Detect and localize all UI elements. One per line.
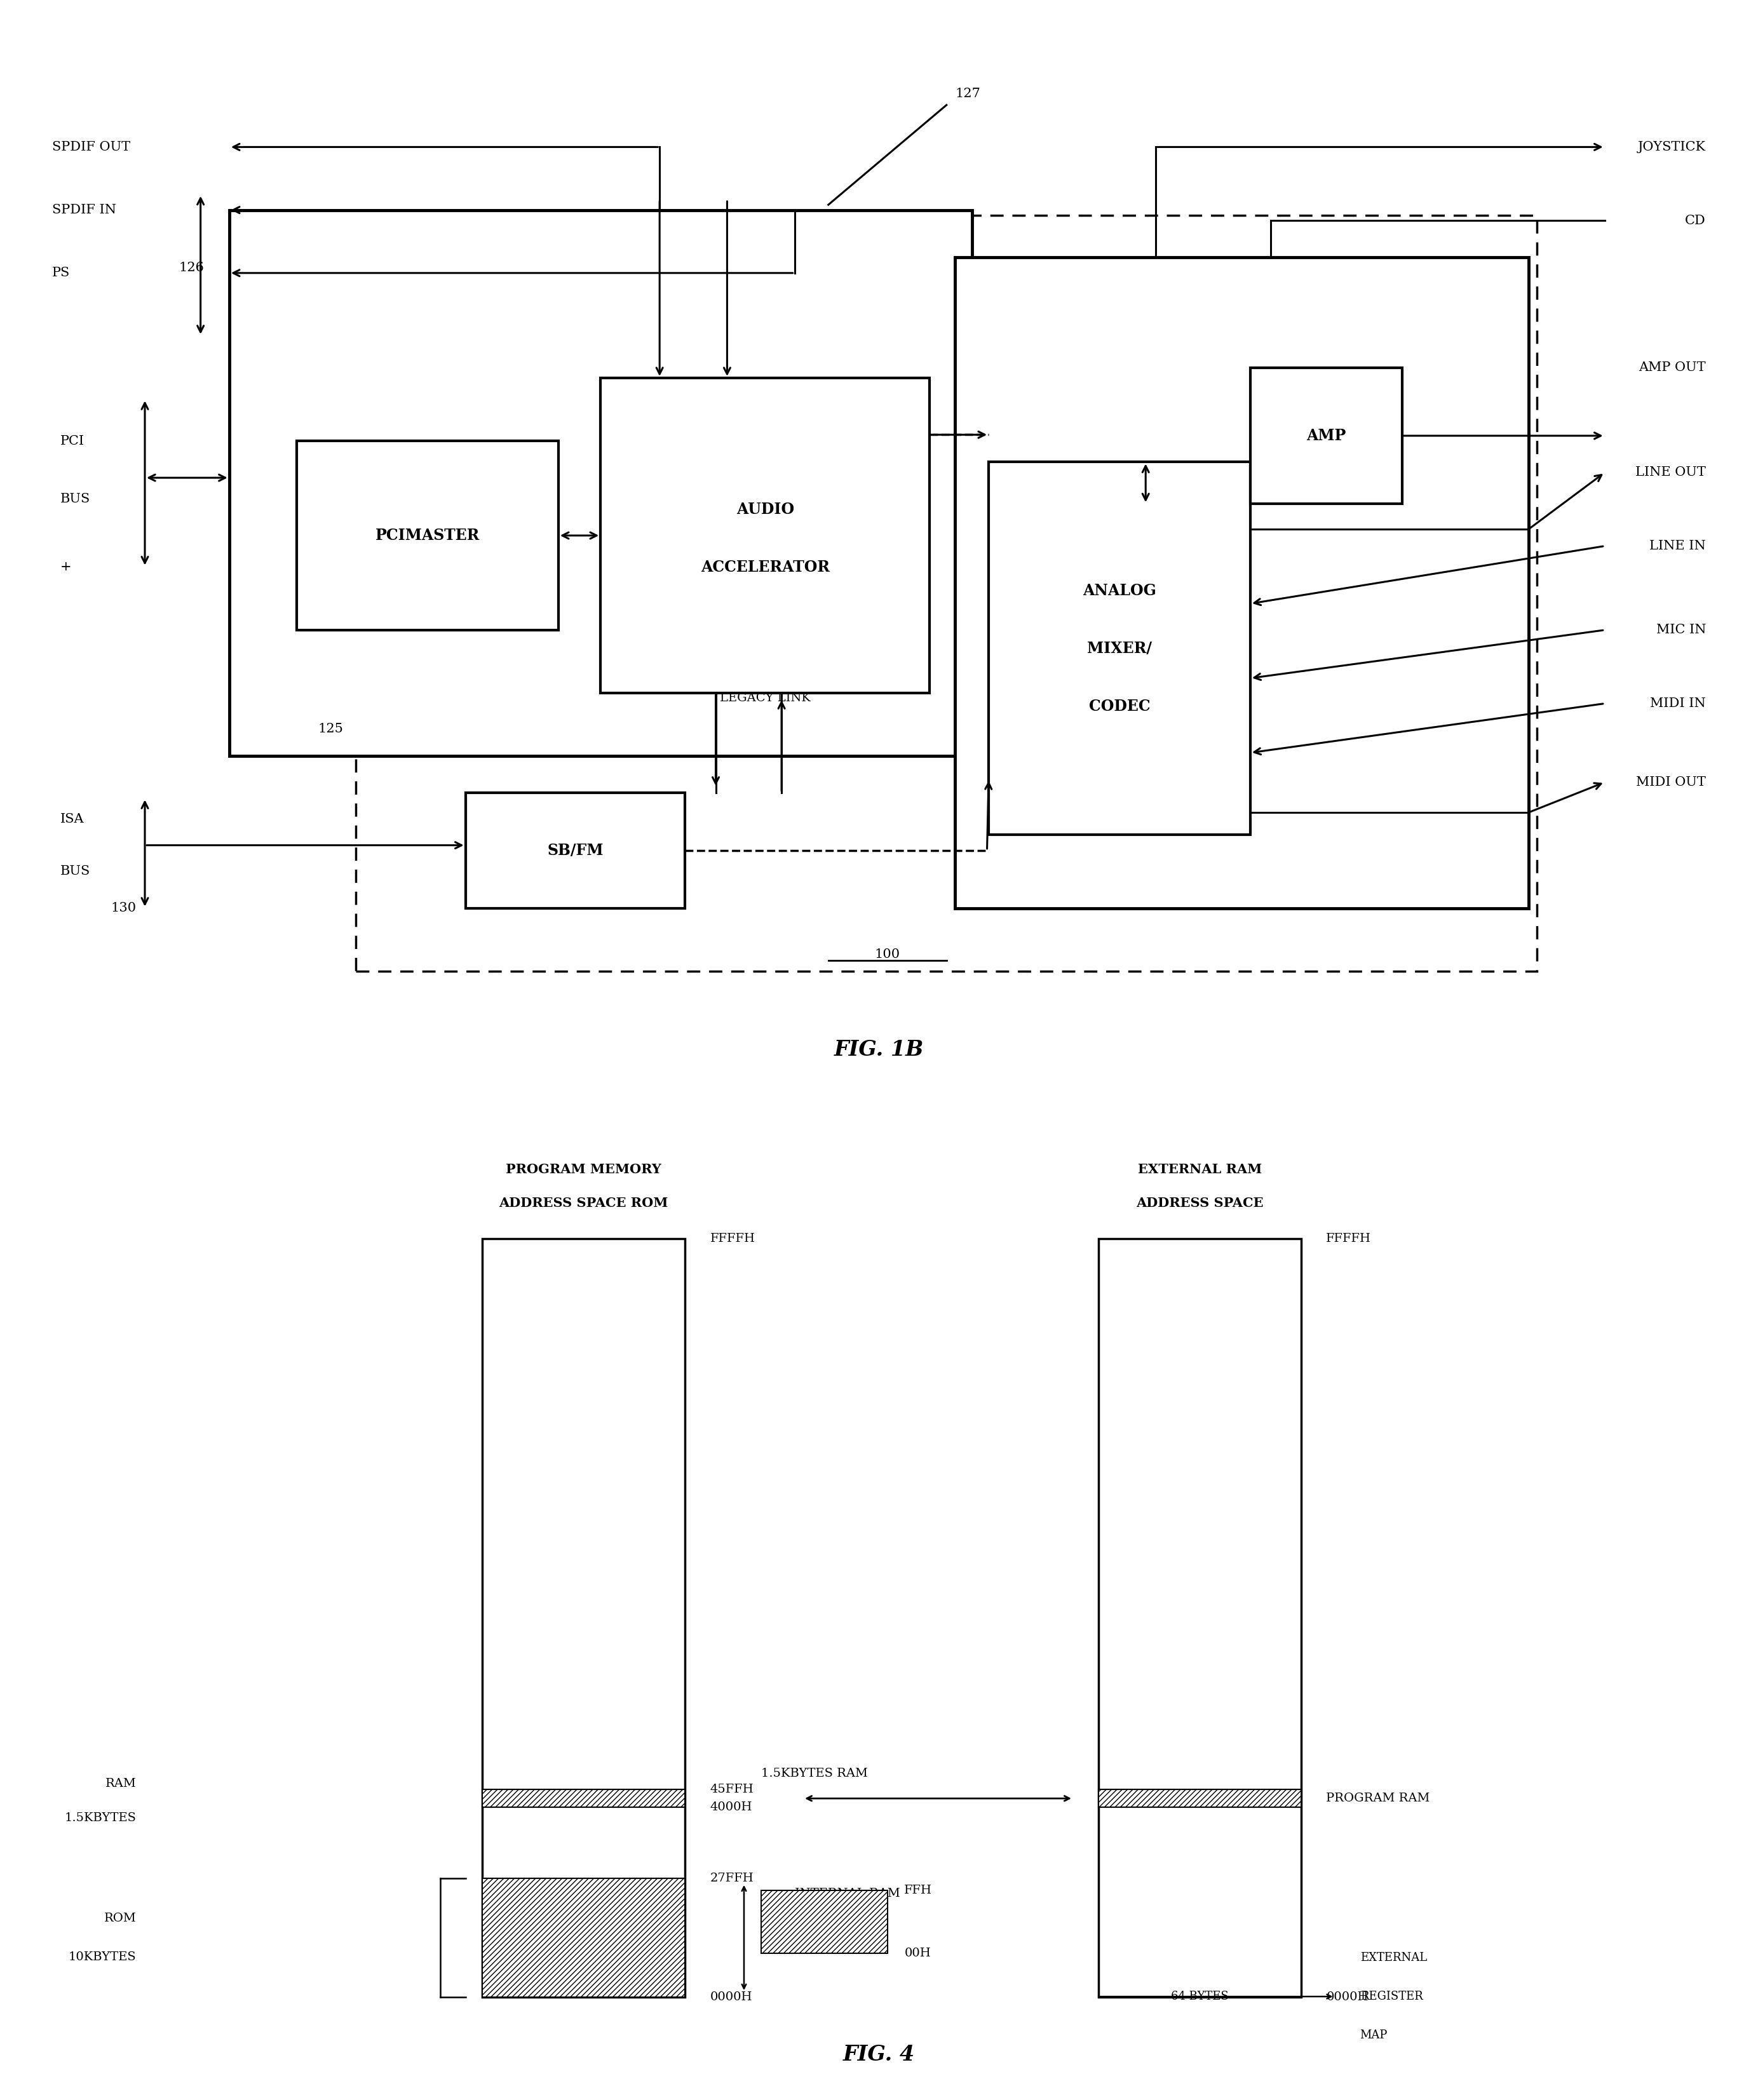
Text: ACCELERATOR: ACCELERATOR bbox=[701, 559, 830, 575]
Bar bbox=[955, 256, 1529, 907]
Text: 1.5KBYTES: 1.5KBYTES bbox=[65, 1812, 137, 1823]
Text: ADDRESS SPACE: ADDRESS SPACE bbox=[1136, 1197, 1264, 1210]
Bar bbox=[761, 1890, 888, 1953]
Text: PROGRAM RAM: PROGRAM RAM bbox=[1326, 1793, 1429, 1804]
Bar bbox=[1250, 367, 1403, 504]
Text: EXTERNAL: EXTERNAL bbox=[1361, 1953, 1427, 1964]
Text: INTERNAL RAM: INTERNAL RAM bbox=[795, 1888, 900, 1901]
Text: BUS: BUS bbox=[60, 493, 90, 504]
Bar bbox=[601, 378, 930, 693]
Text: FFFFH: FFFFH bbox=[710, 1233, 756, 1245]
Text: FIG. 1B: FIG. 1B bbox=[833, 1040, 925, 1060]
Text: PS: PS bbox=[53, 267, 70, 279]
Bar bbox=[482, 1877, 686, 1997]
Bar bbox=[355, 214, 1536, 970]
Text: ISA: ISA bbox=[60, 813, 84, 825]
Text: CODEC: CODEC bbox=[1088, 699, 1150, 714]
Text: 100: 100 bbox=[875, 949, 900, 962]
Text: 127: 127 bbox=[955, 88, 981, 99]
Text: FFH: FFH bbox=[904, 1886, 932, 1896]
Text: 4000H: 4000H bbox=[710, 1802, 752, 1812]
Bar bbox=[1099, 1789, 1301, 1808]
Bar bbox=[988, 462, 1250, 834]
Text: EXTERNAL RAM: EXTERNAL RAM bbox=[1137, 1163, 1262, 1176]
Text: 0000H: 0000H bbox=[710, 1991, 752, 2003]
Text: AMP OUT: AMP OUT bbox=[1638, 361, 1705, 374]
Text: MIC IN: MIC IN bbox=[1656, 624, 1705, 636]
Text: BUS: BUS bbox=[60, 865, 90, 878]
Bar bbox=[229, 210, 972, 756]
Text: SB/FM: SB/FM bbox=[547, 842, 603, 859]
Text: RAM: RAM bbox=[105, 1779, 137, 1789]
Text: 126: 126 bbox=[179, 262, 204, 273]
Bar bbox=[466, 792, 686, 907]
Text: ADDRESS SPACE ROM: ADDRESS SPACE ROM bbox=[499, 1197, 668, 1210]
Bar bbox=[1099, 1239, 1301, 1997]
Text: ANALOG: ANALOG bbox=[1083, 584, 1157, 598]
Text: 130: 130 bbox=[111, 903, 137, 913]
Text: 45FFH: 45FFH bbox=[710, 1783, 754, 1796]
Text: MIXER/: MIXER/ bbox=[1086, 640, 1151, 655]
Text: FIG. 4: FIG. 4 bbox=[844, 2045, 914, 2064]
Text: LINE OUT: LINE OUT bbox=[1635, 466, 1705, 479]
Text: FFFFH: FFFFH bbox=[1326, 1233, 1371, 1245]
Text: CD: CD bbox=[1686, 214, 1705, 227]
Text: PCIMASTER: PCIMASTER bbox=[374, 527, 480, 544]
Text: SPDIF IN: SPDIF IN bbox=[53, 204, 116, 216]
Text: LEGACY LINK: LEGACY LINK bbox=[719, 693, 810, 704]
Text: PCI: PCI bbox=[60, 435, 84, 447]
Text: AUDIO: AUDIO bbox=[737, 502, 795, 517]
Text: ROM: ROM bbox=[104, 1913, 137, 1924]
Text: 10KBYTES: 10KBYTES bbox=[69, 1951, 137, 1964]
Bar bbox=[482, 1239, 686, 1997]
Text: PROGRAM MEMORY: PROGRAM MEMORY bbox=[506, 1163, 661, 1176]
Text: 64 BYTES: 64 BYTES bbox=[1171, 1991, 1229, 2001]
Text: 00H: 00H bbox=[904, 1947, 930, 1959]
Text: 256 BYTES: 256 BYTES bbox=[795, 1936, 865, 1949]
Text: 125: 125 bbox=[318, 722, 343, 735]
Bar bbox=[482, 1789, 686, 1808]
Text: MAP: MAP bbox=[1361, 2029, 1387, 2041]
Text: 1.5KBYTES RAM: 1.5KBYTES RAM bbox=[761, 1768, 867, 1779]
Text: 0000H: 0000H bbox=[1326, 1991, 1368, 2003]
Text: 27FFH: 27FFH bbox=[710, 1873, 754, 1884]
Text: JOYSTICK: JOYSTICK bbox=[1638, 141, 1705, 153]
Text: LINE IN: LINE IN bbox=[1649, 540, 1705, 552]
Text: SPDIF OUT: SPDIF OUT bbox=[53, 141, 130, 153]
Text: REGISTER: REGISTER bbox=[1361, 1991, 1422, 2001]
Text: +: + bbox=[60, 561, 72, 573]
Text: AMP: AMP bbox=[1306, 428, 1347, 443]
Bar bbox=[297, 441, 559, 630]
Text: MIDI IN: MIDI IN bbox=[1651, 697, 1705, 710]
Text: MIDI OUT: MIDI OUT bbox=[1637, 777, 1705, 788]
